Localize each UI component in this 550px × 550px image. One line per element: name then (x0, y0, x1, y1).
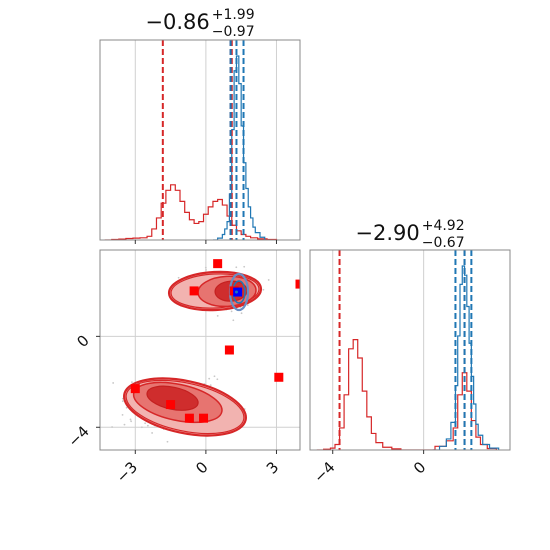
marginal-x-title: −0.86 +1.99 (145, 7, 254, 34)
scatter-point (112, 382, 115, 384)
red-square-marker (166, 400, 176, 410)
joint-x-tick-label: 3 (263, 458, 282, 477)
joint-frame (99, 249, 301, 451)
scatter-point (208, 377, 211, 380)
red-square-marker (295, 279, 300, 289)
joint-panel: −3 0 3 0 −4 (64, 249, 301, 486)
marginal-x-panel: −0.86 +1.99 −0.97 (99, 7, 301, 244)
scatter-point (232, 319, 235, 322)
marginal-x-frame (99, 39, 301, 241)
blue-median-point (234, 290, 238, 294)
scatter-point (121, 400, 124, 403)
red-histogram (316, 339, 497, 450)
joint-markers (130, 259, 300, 423)
scatter-point (216, 314, 219, 317)
marginal-y-title-main: −2.90 (355, 221, 419, 245)
scatter-point (129, 418, 132, 421)
scatter-point (213, 375, 216, 378)
red-square-marker (189, 286, 199, 296)
scatter-point (230, 310, 233, 313)
scatter-point (246, 304, 249, 307)
marginal-x-grid (134, 40, 277, 240)
scatter-point (216, 378, 219, 381)
marginal-x-histogram (104, 55, 278, 240)
marginal-y-quantile-lines (338, 250, 473, 450)
scatter-point (166, 440, 169, 443)
marginal-y-tick-label: 0 (410, 458, 429, 477)
marginal-x-title-main: −0.86 (145, 10, 209, 34)
scatter-point (144, 422, 147, 425)
scatter-point (243, 265, 246, 268)
marginal-x-quantile-lines (161, 40, 245, 240)
scatter-point (262, 288, 265, 291)
scatter-point (123, 423, 126, 426)
blue-histogram (212, 55, 266, 240)
scatter-point (177, 276, 180, 279)
scatter-point (98, 418, 100, 420)
joint-contours (92, 259, 300, 443)
joint-x-tick-label: −3 (113, 458, 141, 486)
lower-blob (123, 377, 247, 437)
marginal-y-ticks: −4 0 (310, 450, 429, 486)
scatter-point (140, 426, 143, 429)
marginal-y-panel: −4 0 −2.90 +4.92 −0.67 (309, 218, 511, 486)
marginal-y-grid (332, 250, 425, 450)
scatter-point (111, 426, 113, 428)
marginal-y-title: −2.90 +4.92 (355, 218, 464, 245)
upper-blob-outer2 (170, 273, 260, 309)
blue-histogram (432, 265, 500, 450)
scatter-point (235, 266, 238, 269)
red-square-marker (224, 345, 234, 355)
red-square-marker (130, 384, 140, 394)
marginal-y-title-sub: −0.67 (422, 235, 465, 251)
scatter-point (130, 420, 133, 423)
scatter-point (92, 396, 94, 398)
scatter-point (131, 381, 133, 384)
joint-x-tick-label: 0 (192, 458, 211, 477)
marginal-y-title-sup: +4.92 (422, 218, 465, 234)
scatter-point (240, 312, 243, 315)
marginal-x-title-sup: +1.99 (212, 7, 255, 23)
scatter-point (204, 266, 207, 269)
scatter-point (209, 384, 212, 386)
red-square-marker (184, 413, 194, 423)
red-histogram (104, 184, 278, 240)
marginal-x-title-sub: −0.97 (212, 24, 255, 40)
red-square-marker (199, 413, 209, 423)
scatter-point (151, 432, 154, 434)
scatter-point (146, 424, 149, 427)
scatter-point (205, 268, 207, 271)
scatter-point (125, 406, 128, 409)
red-square-marker (213, 259, 223, 269)
marginal-y-tick-label: −4 (310, 458, 338, 486)
scatter-point (267, 279, 270, 281)
joint-y-tick-label: −4 (64, 422, 92, 450)
marginal-y-frame (309, 249, 511, 451)
marginal-x-ticks (134, 240, 277, 244)
scatter-point (121, 413, 124, 416)
joint-y-tick-label: 0 (73, 331, 92, 350)
red-square-marker (274, 372, 284, 382)
